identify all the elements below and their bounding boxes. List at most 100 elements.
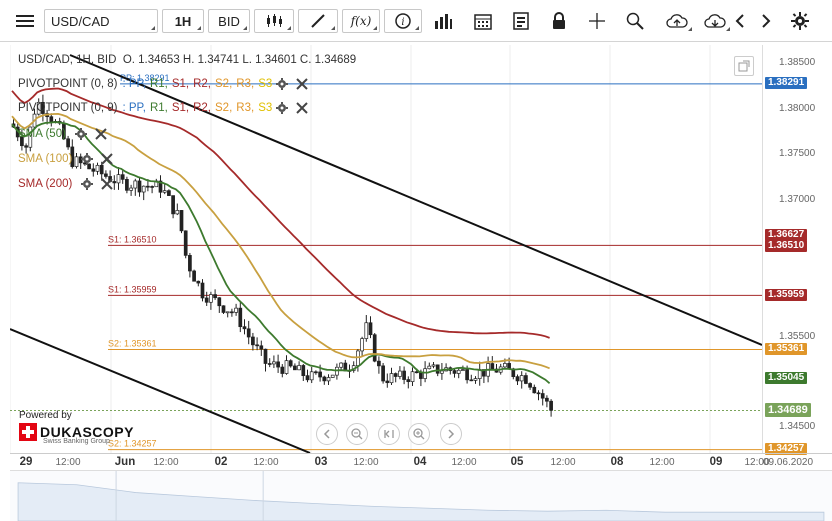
- zoom-out-icon[interactable]: [346, 423, 368, 445]
- time-tick: 12:00: [744, 457, 770, 468]
- candle-body: [540, 393, 545, 399]
- candle-body: [360, 338, 364, 352]
- trendline-upper: [69, 54, 762, 346]
- fullscreen-icon[interactable]: [734, 56, 754, 76]
- candle-body: [440, 370, 444, 374]
- time-tick: 08: [610, 456, 624, 468]
- price-flag-sma200: 1.36627: [765, 229, 808, 241]
- function-icon[interactable]: f(x): [342, 9, 380, 33]
- instrument-select[interactable]: USD/CAD: [44, 9, 158, 33]
- gear-icon[interactable]: [276, 102, 289, 114]
- side-select[interactable]: BID: [208, 9, 250, 33]
- ytick: 1.37500: [779, 148, 816, 159]
- pivot-level-label: S1: 1.35959: [108, 284, 157, 294]
- pivot-level-label: S2: 1.35361: [108, 339, 157, 349]
- candlestick-icon[interactable]: [254, 9, 294, 33]
- candle-body: [204, 297, 209, 303]
- zoom-in-icon[interactable]: [408, 423, 430, 445]
- close-icon[interactable]: [95, 128, 107, 140]
- candle-body: [532, 386, 537, 394]
- candle-body: [293, 365, 297, 371]
- ohlc-header: USD/CAD, 1H, BID O. 1.34653 H. 1.34741 L…: [18, 54, 356, 66]
- gear-icon[interactable]: [81, 178, 94, 190]
- candle-body: [435, 364, 440, 374]
- candle-body: [175, 210, 180, 215]
- candle-body: [356, 350, 360, 367]
- price-axis[interactable]: 1.38500 1.38000 1.37500 1.37000 1.35500 …: [762, 45, 832, 455]
- pivot2-r3: R3,: [236, 102, 255, 114]
- info-icon[interactable]: i: [384, 9, 422, 33]
- candle-body: [125, 179, 129, 191]
- reset-view-icon[interactable]: [378, 423, 400, 445]
- zoom-icon[interactable]: [620, 9, 650, 33]
- candle-body: [524, 375, 528, 384]
- chevron-left-icon[interactable]: [730, 9, 750, 33]
- pivot1-s1: S1,: [171, 78, 190, 90]
- pivot2-r1: R1,: [149, 102, 168, 114]
- menu-icon[interactable]: [10, 9, 40, 33]
- candle-body: [309, 371, 314, 381]
- lock-icon[interactable]: [546, 9, 572, 33]
- pivot1-name: PIVOTPOINT (0, 8): [18, 78, 118, 90]
- pivot-level-label: PP: 1.38291: [120, 73, 170, 83]
- candle-body: [284, 360, 289, 374]
- time-axis[interactable]: 29 12:00 Jun 12:00 02 12:00 03 12:00 04 12:00 05 12…: [10, 453, 832, 469]
- gear-icon[interactable]: [788, 9, 812, 33]
- instrument-label: USD/CAD: [51, 13, 110, 29]
- time-tick: 09.06.2020: [762, 457, 814, 468]
- candle-body: [452, 370, 457, 374]
- scroll-right-icon[interactable]: [440, 423, 462, 445]
- pivot2-s1: S1,: [171, 102, 190, 114]
- candle-body: [146, 185, 150, 188]
- timeframe-select[interactable]: 1H: [162, 9, 204, 33]
- candle-body: [74, 156, 79, 167]
- sma50-line: [11, 121, 551, 384]
- pivot-level-label: S2: 1.34257: [108, 439, 157, 449]
- gear-icon[interactable]: [81, 153, 94, 165]
- sma50-label: SMA (50): [18, 128, 66, 140]
- gear-icon[interactable]: [74, 128, 87, 140]
- gear-icon[interactable]: [276, 78, 289, 90]
- time-tick: 09: [709, 456, 723, 468]
- draw-line-icon[interactable]: [298, 9, 338, 33]
- close-icon[interactable]: [101, 153, 114, 165]
- candle-body: [398, 370, 402, 377]
- pivot1-pp: : PP,: [122, 78, 146, 90]
- candle-body: [414, 371, 419, 374]
- price-chart[interactable]: PP: 1.38291 S1: 1.36510 S1: 1.35959 S2: 1.3…: [10, 45, 762, 453]
- close-icon[interactable]: [296, 78, 308, 90]
- upload-icon[interactable]: [660, 9, 694, 33]
- candle-body: [238, 307, 243, 328]
- candle-body: [288, 360, 293, 367]
- close-icon[interactable]: [296, 102, 308, 114]
- calendar-icon[interactable]: [468, 9, 498, 33]
- bar-chart-icon[interactable]: [428, 9, 458, 33]
- navigator-panel[interactable]: [10, 470, 832, 521]
- candle-body: [217, 297, 222, 307]
- time-tick: 03: [314, 456, 328, 468]
- candle-body: [171, 195, 175, 215]
- candle-body: [251, 336, 255, 346]
- candle-body: [297, 365, 301, 371]
- time-tick: 29: [19, 456, 33, 468]
- layout-icon[interactable]: [506, 9, 536, 33]
- candle-body: [188, 255, 192, 272]
- crosshair-icon[interactable]: [584, 9, 610, 33]
- candle-body: [419, 372, 423, 379]
- ohlc-values: O. 1.34653 H. 1.34741 L. 1.34601 C. 1.34…: [122, 54, 357, 66]
- candle-body: [461, 369, 465, 371]
- candle-body: [515, 376, 520, 382]
- candle-body: [28, 126, 33, 148]
- pivot1-r2: R2,: [193, 78, 212, 90]
- chevron-right-icon[interactable]: [756, 9, 776, 33]
- side-label: BID: [218, 13, 240, 29]
- candle-body: [267, 363, 272, 365]
- pivot-level-label: S1: 1.36510: [108, 234, 157, 244]
- download-icon[interactable]: [698, 9, 732, 33]
- candle-body: [393, 373, 398, 377]
- candle-body: [24, 145, 28, 148]
- ytick: 1.38500: [779, 57, 816, 68]
- close-icon[interactable]: [101, 178, 114, 190]
- time-tick: 04: [413, 456, 427, 468]
- scroll-left-icon[interactable]: [316, 423, 338, 445]
